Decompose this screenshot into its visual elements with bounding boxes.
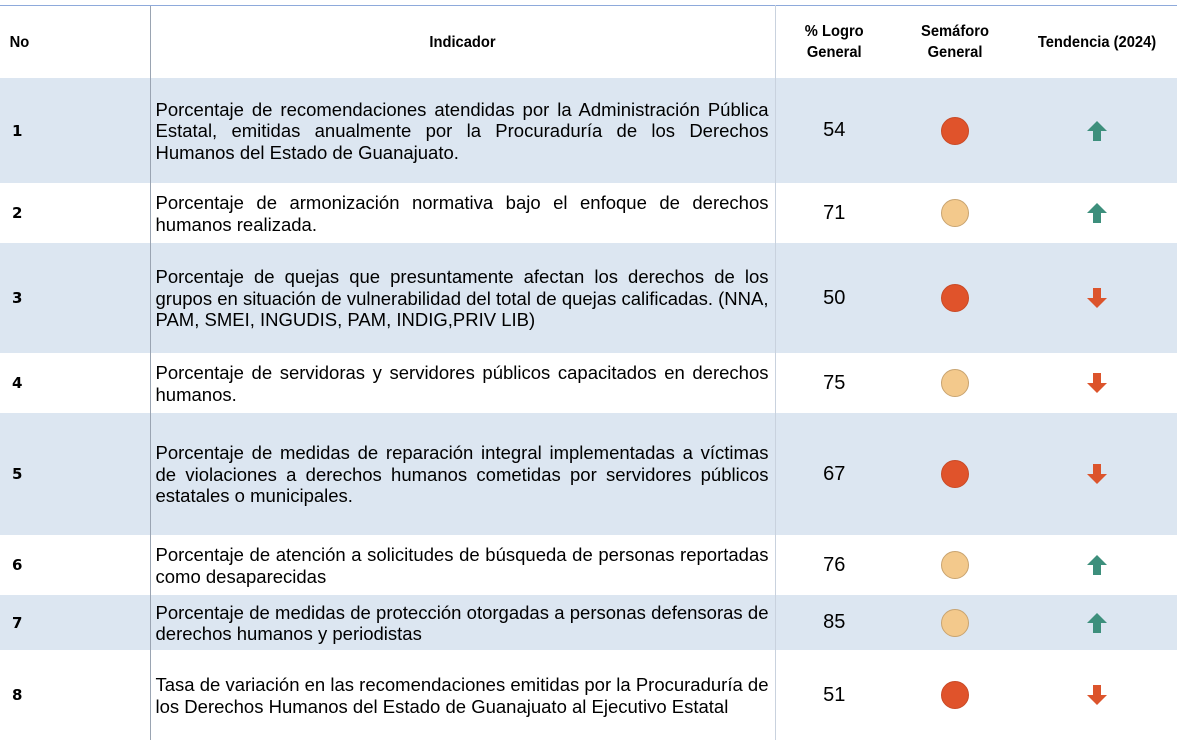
header-cell: Semáforo General (897, 5, 1013, 78)
indicator-text: Porcentaje de medidas de reparación inte… (149, 413, 776, 535)
semaphore-light (941, 284, 969, 312)
semaphore-cell (893, 243, 1017, 353)
trend (1087, 555, 1107, 575)
semaphore-cell (893, 353, 1017, 413)
trend-cell (1017, 78, 1177, 183)
indicator-text: Porcentaje de armonización normativa baj… (149, 183, 776, 243)
table-row: 8 Tasa de variación en las recomendacione… (0, 650, 1177, 740)
trend (1087, 685, 1107, 705)
trend-cell (1017, 595, 1177, 650)
table-row: 2 Porcentaje de armonización normativa ba… (0, 183, 1177, 243)
semaphore-cell (893, 650, 1017, 740)
semaphore (941, 681, 969, 709)
semaphore-light (941, 681, 969, 709)
trend-cell (1017, 183, 1177, 243)
trend-cell (1017, 413, 1177, 535)
row-number: 1 (12, 121, 23, 140)
achievement: 54 (823, 119, 846, 141)
achievement: 51 (823, 683, 846, 706)
semaphore-cell (893, 535, 1017, 595)
trend (1087, 612, 1107, 633)
row-number: 2 (12, 204, 23, 222)
trend (1087, 288, 1107, 308)
trend-arrow (1087, 120, 1107, 141)
semaphore-light (941, 551, 969, 579)
achievement: 67 (823, 462, 846, 485)
indicator-text: Porcentaje de recomendaciones atendidas … (149, 78, 776, 183)
achievement: 76 (823, 553, 846, 576)
trend-arrow (1087, 685, 1107, 705)
table-row: 4 Porcentaje de servidoras y servidores p… (0, 353, 1177, 413)
indicator-text: Porcentaje de quejas que presuntamente a… (149, 243, 776, 353)
indicator-table: No Indicador % Logro General Semáforo Gener… (0, 5, 1177, 740)
semaphore (941, 369, 969, 397)
semaphore (941, 284, 969, 312)
achievement: 75 (823, 371, 846, 394)
indicator-text: Porcentaje de atención a solicitudes de … (149, 535, 776, 595)
semaphore (941, 199, 969, 227)
trend-arrow (1087, 203, 1107, 223)
semaphore (941, 551, 969, 579)
table-row: 7 Porcentaje de medidas de protección oto… (0, 595, 1177, 650)
row-number: 5 (12, 465, 23, 483)
trend-cell (1017, 353, 1177, 413)
header-row: No Indicador % Logro General Semáforo Gener… (0, 5, 1177, 78)
row-number: 4 (12, 374, 23, 392)
trend-arrow (1087, 464, 1107, 484)
table-row: 3 Porcentaje de quejas que presuntamente … (0, 243, 1177, 353)
row-number: 7 (12, 613, 23, 632)
trend (1087, 373, 1107, 393)
semaphore-light (941, 608, 969, 637)
achievement: 85 (823, 611, 846, 633)
semaphore-light (941, 199, 969, 227)
trend (1087, 464, 1107, 484)
trend-arrow (1087, 612, 1107, 633)
semaphore-light (941, 116, 969, 145)
table-row: 1 Porcentaje de recomendaciones atendidas… (0, 78, 1177, 183)
row-number: 6 (12, 556, 23, 574)
indicator-text: Tasa de variación en las recomendaciones… (149, 650, 776, 740)
trend (1087, 203, 1107, 223)
header-cell: Tendencia (2024) (1023, 5, 1171, 78)
row-number: 8 (12, 686, 23, 704)
trend-cell (1017, 243, 1177, 353)
indicator-text: Porcentaje de servidoras y servidores pú… (149, 353, 776, 413)
trend-cell (1017, 535, 1177, 595)
semaphore-cell (893, 413, 1017, 535)
semaphore-cell (893, 183, 1017, 243)
achievement: 50 (823, 286, 846, 309)
achievement: 71 (823, 201, 846, 224)
semaphore (941, 608, 969, 637)
semaphore-light (941, 460, 969, 488)
header-cell: % Logro General (779, 5, 889, 78)
trend-arrow (1087, 555, 1107, 575)
semaphore (941, 460, 969, 488)
semaphore-cell (893, 78, 1017, 183)
header-cell: No (6, 5, 144, 78)
trend-arrow (1087, 373, 1107, 393)
semaphore-light (941, 369, 969, 397)
trend-arrow (1087, 288, 1107, 308)
header-cell: Indicador (174, 5, 751, 78)
semaphore-cell (893, 595, 1017, 650)
row-number: 3 (12, 289, 23, 307)
semaphore (941, 116, 969, 145)
table-body: 1 Porcentaje de recomendaciones atendidas… (0, 78, 1177, 740)
indicator-text: Porcentaje de medidas de protección otor… (149, 595, 776, 650)
trend-cell (1017, 650, 1177, 740)
table-row: 6 Porcentaje de atención a solicitudes de… (0, 535, 1177, 595)
table-row: 5 Porcentaje de medidas de reparación int… (0, 413, 1177, 535)
trend (1087, 120, 1107, 141)
